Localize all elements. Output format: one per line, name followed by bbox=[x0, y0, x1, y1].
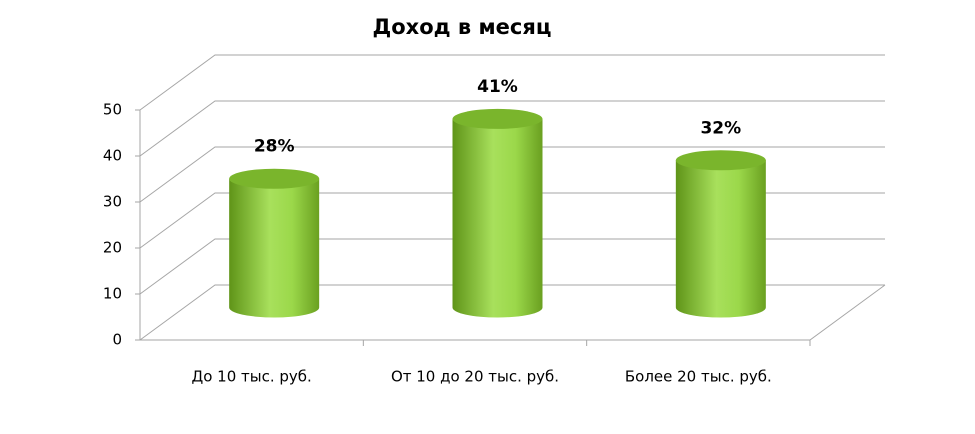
grid-line bbox=[139, 284, 885, 341]
value-label: 32% bbox=[700, 118, 741, 138]
bar bbox=[675, 160, 766, 318]
y-tick-label: 50 bbox=[103, 101, 122, 119]
value-label: 41% bbox=[477, 77, 518, 97]
grid-line bbox=[139, 54, 885, 111]
bar-top bbox=[229, 168, 320, 189]
bar bbox=[452, 118, 543, 318]
y-tick-label: 30 bbox=[103, 193, 122, 211]
grid-line bbox=[139, 100, 885, 157]
grid-line bbox=[139, 192, 885, 249]
chart-title: Доход в месяц bbox=[373, 15, 552, 39]
y-tick-label: 20 bbox=[103, 239, 122, 257]
bar-top bbox=[452, 108, 543, 129]
x-tick-label: До 10 тыс. руб. bbox=[192, 368, 312, 386]
grid-line bbox=[139, 146, 885, 203]
y-tick-label: 10 bbox=[103, 285, 122, 303]
bar bbox=[229, 178, 320, 318]
x-tick-label: От 10 до 20 тыс. руб. bbox=[391, 368, 559, 386]
x-tick-label: Более 20 тыс. руб. bbox=[625, 368, 772, 386]
y-tick-label: 40 bbox=[103, 147, 122, 165]
bar-top bbox=[675, 150, 766, 171]
value-label: 28% bbox=[254, 137, 295, 157]
grid-line bbox=[139, 238, 885, 295]
y-tick-label: 0 bbox=[112, 331, 122, 349]
